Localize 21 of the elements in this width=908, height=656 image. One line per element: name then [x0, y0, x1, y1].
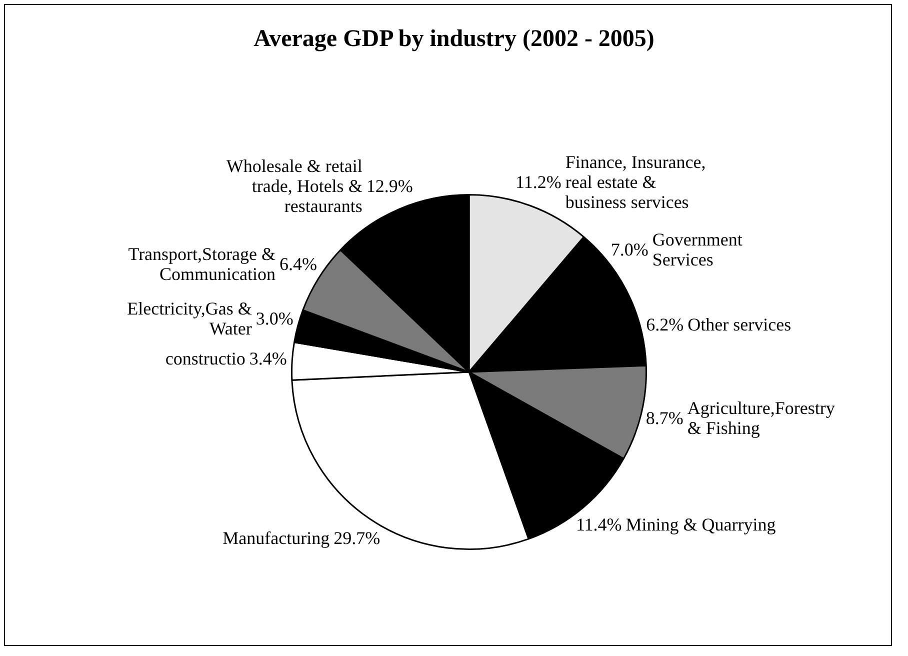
data-label: 11.4% — [576, 514, 622, 534]
slice-label: Wholesale & retail trade, Hotels & restaurants — [226, 156, 362, 216]
data-label: 29.7% — [334, 528, 380, 548]
slice-label: Other services — [688, 314, 792, 335]
data-label: 12.9% — [366, 176, 413, 196]
slice-label: Transport,Storage & Communication — [128, 244, 276, 284]
data-label: 11.2% — [516, 172, 562, 192]
slice-label: constructio — [165, 348, 246, 368]
data-label: 7.0% — [610, 240, 648, 260]
data-label: 6.2% — [646, 314, 684, 335]
data-label: 6.4% — [280, 254, 318, 274]
chart-title: Average GDP by industry (2002 - 2005) — [252, 26, 656, 53]
slice-label: Government Services — [652, 230, 742, 270]
slice-label: Mining & Quarrying — [626, 514, 776, 534]
slice-label: Manufacturing — [222, 528, 330, 548]
slice-label: Finance, Insurance, real estate & business services — [565, 152, 706, 212]
slice-label: Electricity,Gas & Water — [127, 298, 252, 338]
data-label: 8.7% — [646, 408, 684, 428]
data-label: 3.4% — [249, 348, 287, 368]
slice-label: Agriculture,Forestry & Fishing — [687, 398, 835, 438]
data-label: 3.0% — [256, 308, 294, 328]
